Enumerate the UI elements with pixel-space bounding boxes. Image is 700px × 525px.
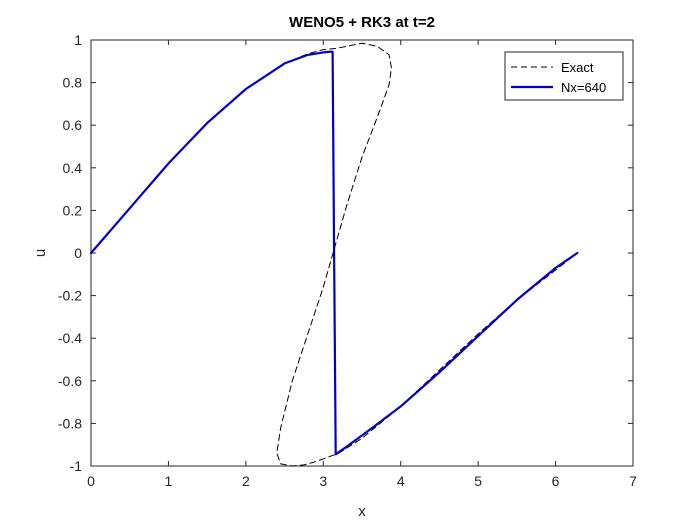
legend-label-exact: Exact <box>561 60 594 75</box>
series-line-numerical <box>89 50 579 456</box>
x-tick-label: 5 <box>474 473 482 489</box>
x-tick-label: 1 <box>165 473 173 489</box>
y-tick-label: 0 <box>74 245 82 261</box>
legend-label-numerical: Nx=640 <box>561 80 606 95</box>
x-tick-label: 4 <box>397 473 405 489</box>
x-tick-label: 0 <box>87 473 95 489</box>
x-tick-label: 7 <box>629 473 637 489</box>
y-tick-label: 0.2 <box>63 202 83 218</box>
tick-group: 0 1 2 3 4 5 6 7 -1 -0.8 -0.6 -0.4 -0.2 0 0.2 0.4 0.6 0.8 1 <box>58 32 637 489</box>
x-tick-label: 2 <box>242 473 250 489</box>
y-tick-label: 0.6 <box>63 117 83 133</box>
x-axis-label: x <box>358 503 366 520</box>
legend: Exact Nx=640 <box>504 51 624 101</box>
plot-area-frame <box>90 39 634 467</box>
y-tick-label: 1 <box>74 32 82 48</box>
chart-title: WENO5 + RK3 at t=2 <box>289 14 435 31</box>
y-tick-label: -1 <box>70 458 83 474</box>
legend-box <box>504 51 624 101</box>
y-axis-label: u <box>32 249 49 257</box>
y-tick-label: 0.4 <box>63 160 83 176</box>
x-tick-label: 6 <box>552 473 560 489</box>
y-tick-label: -0.2 <box>58 288 82 304</box>
series-group <box>89 42 579 467</box>
y-tick-label: -0.8 <box>58 415 82 431</box>
y-tick-label: -0.6 <box>58 373 82 389</box>
y-tick-label: -0.4 <box>58 330 82 346</box>
x-tick-label: 3 <box>319 473 327 489</box>
y-tick-label: 0.8 <box>63 75 83 91</box>
